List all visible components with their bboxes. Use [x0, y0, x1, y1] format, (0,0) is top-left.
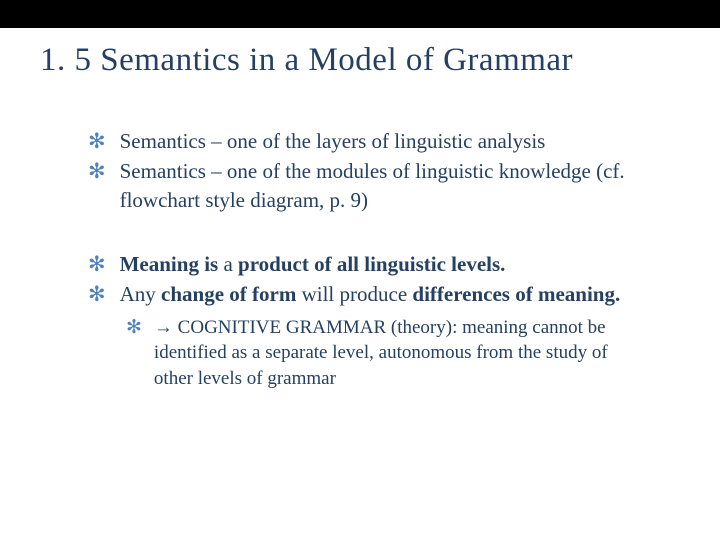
bullet-group-1: ✻ Semantics – one of the layers of lingu…: [88, 127, 650, 214]
sub-bullet-text: → COGNITIVE GRAMMAR (theory): meaning ca…: [154, 315, 650, 392]
sub-bullet-item: ✻ → COGNITIVE GRAMMAR (theory): meaning …: [126, 315, 650, 392]
slide-top-bar: [0, 0, 720, 28]
bullet-text: Meaning is a product of all linguistic l…: [120, 250, 650, 278]
asterisk-icon: ✻: [88, 157, 106, 185]
bullet-group-2: ✻ Meaning is a product of all linguistic…: [88, 250, 650, 392]
asterisk-icon: ✻: [88, 250, 106, 278]
asterisk-icon: ✻: [126, 315, 142, 341]
bullet-text: Any change of form will produce differen…: [120, 280, 650, 308]
slide-body: ✻ Semantics – one of the layers of lingu…: [40, 127, 680, 392]
bullet-text: Semantics – one of the modules of lingui…: [120, 157, 650, 214]
bullet-item: ✻ Semantics – one of the modules of ling…: [88, 157, 650, 214]
bullet-item: ✻ Meaning is a product of all linguistic…: [88, 250, 650, 278]
asterisk-icon: ✻: [88, 127, 106, 155]
slide-title: 1. 5 Semantics in a Model of Grammar: [40, 42, 680, 79]
bullet-text: Semantics – one of the layers of linguis…: [120, 127, 650, 155]
slide-content: 1. 5 Semantics in a Model of Grammar ✻ S…: [0, 42, 720, 392]
bullet-item: ✻ Any change of form will produce differ…: [88, 280, 650, 308]
asterisk-icon: ✻: [88, 280, 106, 308]
bullet-item: ✻ Semantics – one of the layers of lingu…: [88, 127, 650, 155]
